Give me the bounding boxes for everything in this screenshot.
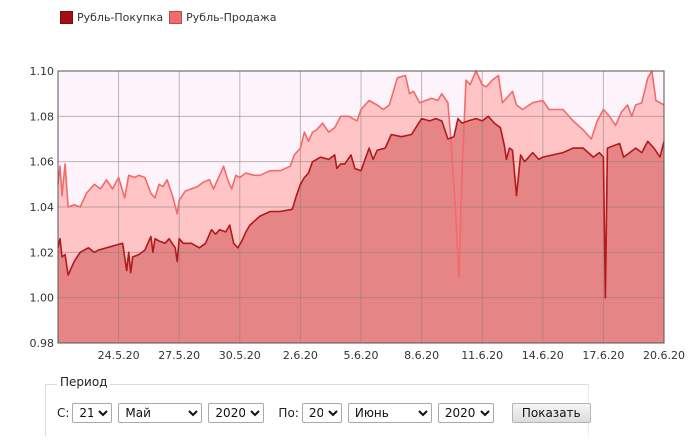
to-year-select[interactable]: 2020 xyxy=(437,403,494,423)
legend-label-buy: Рубль-Покупка xyxy=(77,10,164,24)
to-label: По: xyxy=(278,406,299,420)
to-day-select[interactable]: 20 xyxy=(301,403,342,423)
from-month-select[interactable]: Май xyxy=(118,403,203,423)
legend-item-buy[interactable]: Рубль-Покупка xyxy=(60,10,164,24)
x-tick-label: 14.6.20 xyxy=(522,349,564,362)
line-sell xyxy=(57,70,665,279)
y-tick-label: 1.08 xyxy=(30,110,55,123)
period-controls: С: 21 Май 2020 По: 20 Июнь 2020 Показать xyxy=(57,403,591,423)
y-tick-label: 1.02 xyxy=(30,246,55,259)
y-tick-label: 0.98 xyxy=(30,337,55,350)
x-tick-label: 17.6.20 xyxy=(582,349,624,362)
x-tick-label: 20.6.20 xyxy=(643,349,685,362)
x-tick-label: 5.6.20 xyxy=(344,349,379,362)
legend-swatch-buy xyxy=(60,10,73,24)
legend-label-sell: Рубль-Продажа xyxy=(186,10,277,24)
legend-swatch-sell xyxy=(169,10,183,24)
show-button[interactable]: Показать xyxy=(511,403,591,423)
y-tick-label: 1.10 xyxy=(30,65,55,78)
x-tick-label: 2.6.20 xyxy=(283,349,318,362)
chart-legend: Рубль-Покупка Рубль-Продажа xyxy=(60,9,283,25)
plot-border xyxy=(57,70,665,344)
from-day-select[interactable]: 21 xyxy=(72,403,113,423)
x-tick-label: 24.5.20 xyxy=(98,349,140,362)
x-tick-label: 8.6.20 xyxy=(404,349,439,362)
period-title: Период xyxy=(57,375,111,389)
x-tick-label: 27.5.20 xyxy=(158,349,200,362)
y-tick-label: 1.06 xyxy=(30,156,55,169)
from-label: С: xyxy=(57,406,70,420)
to-month-select[interactable]: Июнь xyxy=(347,403,432,423)
from-year-select[interactable]: 2020 xyxy=(208,403,265,423)
line-buy xyxy=(57,115,665,299)
x-tick-label: 11.6.20 xyxy=(461,349,503,362)
exchange-rate-chart: 0.98 1.00 1.02 1.04 1.06 1.08 1.10 24.5.20 27.5.… xyxy=(30,65,686,362)
y-tick-label: 1.04 xyxy=(30,201,55,214)
x-tick-label: 30.5.20 xyxy=(219,349,261,362)
legend-item-sell[interactable]: Рубль-Продажа xyxy=(169,10,277,24)
y-tick-label: 1.00 xyxy=(30,292,55,305)
